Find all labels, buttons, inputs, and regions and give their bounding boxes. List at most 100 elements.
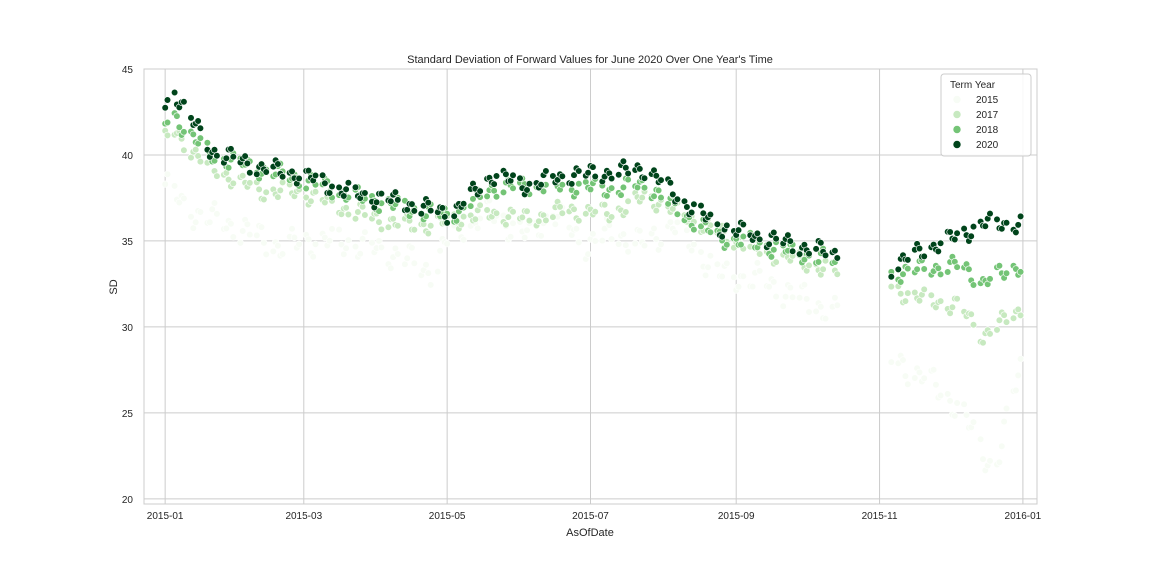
data-point-2020 (1012, 228, 1020, 236)
data-point-2020 (525, 180, 534, 188)
data-point-2020 (575, 167, 583, 175)
data-point-2020 (246, 169, 254, 177)
data-point-2018 (706, 228, 715, 236)
data-point-2020 (410, 207, 418, 215)
data-point-2020 (713, 220, 722, 228)
data-point-2015 (622, 241, 630, 249)
data-point-2020 (417, 210, 425, 218)
data-point-2015 (584, 250, 592, 258)
data-point-2015 (288, 225, 296, 233)
data-point-2020 (770, 228, 778, 237)
data-point-2020 (699, 209, 707, 217)
data-point-2018 (969, 281, 978, 289)
data-point-2015 (208, 205, 216, 213)
data-point-2017 (163, 131, 172, 139)
data-point-2018 (697, 222, 705, 230)
data-point-2018 (607, 184, 616, 192)
data-point-2017 (476, 201, 484, 209)
data-point-2015 (335, 226, 343, 234)
data-point-2015 (951, 412, 959, 420)
data-point-2015 (253, 231, 261, 239)
data-point-2020 (619, 157, 628, 165)
data-point-2015 (269, 247, 277, 255)
data-point-2017 (986, 330, 994, 338)
data-point-2020 (920, 252, 928, 260)
data-point-2015 (976, 435, 985, 443)
data-point-2015 (290, 233, 299, 242)
data-point-2020 (607, 174, 616, 183)
data-point-2020 (549, 172, 557, 180)
data-point-2018 (539, 187, 548, 195)
data-point-2017 (483, 206, 491, 214)
data-point-2018 (723, 241, 731, 249)
y-tick-labels: 20 25 30 35 40 45 (122, 65, 134, 506)
data-point-2015 (243, 220, 251, 228)
y-tick-label: 35 (122, 237, 134, 248)
data-point-2017 (575, 217, 583, 225)
data-point-2020 (753, 229, 762, 237)
data-point-2015 (697, 248, 705, 256)
data-point-2020 (915, 244, 924, 253)
data-point-2015 (229, 233, 237, 241)
data-point-2017 (535, 217, 543, 225)
data-point-2018 (904, 265, 912, 273)
data-point-2015 (424, 269, 432, 277)
data-point-2015 (615, 240, 623, 248)
data-point-2017 (410, 226, 418, 234)
data-point-2017 (424, 229, 432, 238)
data-point-2018 (640, 184, 649, 192)
data-point-2018 (1016, 268, 1025, 276)
data-point-2015 (765, 283, 773, 291)
data-point-2017 (180, 146, 188, 154)
data-point-2017 (995, 316, 1004, 324)
data-point-2015 (781, 293, 790, 301)
data-point-2015 (460, 236, 468, 244)
data-point-2017 (255, 185, 263, 193)
data-point-2015 (671, 228, 679, 236)
data-point-2015 (304, 235, 313, 243)
legend-marker (952, 110, 962, 119)
data-point-2018 (575, 180, 583, 188)
data-point-2020 (443, 219, 451, 227)
data-point-2015 (572, 225, 581, 233)
data-point-2020 (288, 167, 296, 175)
data-point-2015 (899, 356, 907, 364)
data-point-2018 (189, 130, 197, 138)
data-point-2020 (718, 233, 726, 241)
data-point-2020 (673, 195, 682, 203)
data-point-2017 (375, 218, 383, 226)
data-point-2020 (817, 239, 825, 247)
data-point-2015 (387, 264, 395, 272)
data-point-2015 (701, 271, 710, 280)
data-point-2020 (351, 183, 360, 191)
data-point-2015 (523, 226, 531, 234)
legend-box (940, 73, 1032, 157)
data-point-2017 (887, 283, 895, 291)
data-point-2020 (222, 154, 230, 162)
data-point-2017 (927, 291, 935, 299)
data-point-2018 (225, 164, 233, 172)
data-point-2017 (1009, 314, 1018, 322)
data-point-2017 (377, 225, 386, 233)
data-point-2015 (408, 244, 416, 252)
data-point-2017 (556, 203, 564, 211)
data-point-2018 (673, 210, 682, 218)
data-point-2018 (770, 246, 778, 254)
data-point-2015 (817, 303, 825, 311)
data-point-2017 (622, 208, 630, 216)
data-point-2020 (1016, 212, 1025, 220)
data-point-2015 (427, 281, 435, 289)
data-point-2018 (936, 270, 945, 279)
legend-label: 2020 (976, 140, 999, 151)
data-point-2015 (652, 235, 660, 243)
data-point-2018 (953, 263, 961, 271)
data-point-2015 (812, 307, 820, 316)
x-axis-label: AsOfDate (566, 527, 614, 539)
data-point-2017 (502, 221, 510, 229)
data-point-2017 (979, 339, 987, 347)
data-point-2015 (770, 278, 778, 286)
data-point-2015 (706, 252, 715, 260)
data-point-2015 (1016, 355, 1025, 363)
data-point-2020 (490, 180, 498, 188)
data-point-2015 (718, 272, 726, 281)
